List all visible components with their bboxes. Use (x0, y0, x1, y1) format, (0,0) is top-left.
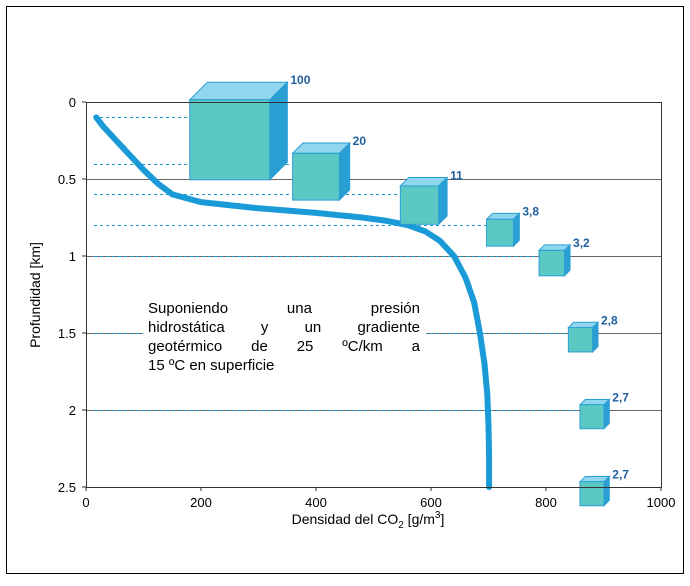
annotation-line: Suponiendo una presión (148, 300, 420, 317)
cube-volume-label: 2,7 (612, 390, 629, 404)
y-tick-label: 2 (69, 403, 76, 418)
cube-side-face (563, 243, 571, 278)
tick-layer: 0 0.5 1 1.5 2 2.5 0 200 400 600 800 1000 (58, 95, 676, 510)
volume-cube: 3,2 (537, 236, 590, 278)
x-axis-title-unit-close: ] (440, 511, 444, 527)
x-axis-title: Densidad del CO2 [g/m3] (292, 510, 445, 531)
volume-cube: 2,7 (578, 467, 629, 507)
y-tick-label: 1 (69, 249, 76, 264)
cube-front-face (486, 218, 514, 247)
cube-side-face (269, 80, 288, 182)
volume-cube: 2,8 (567, 313, 618, 354)
cube-front-face (579, 481, 605, 507)
plot-frame (86, 102, 662, 488)
volume-cube: 2,7 (578, 390, 629, 430)
cube-front-face (292, 152, 340, 201)
x-tick-label: 400 (305, 495, 327, 510)
annotation-text: Suponiendo una presión hidrostática y un… (148, 299, 420, 375)
cube-side-face (603, 398, 610, 430)
cube-side-face (592, 321, 599, 354)
outer-border (6, 6, 684, 574)
cube-front-face (189, 99, 271, 181)
volume-cube: 100 (188, 73, 311, 182)
volume-cube: 3,8 (485, 204, 539, 248)
volume-cube: 11 (399, 169, 463, 226)
x-tick-label: 0 (82, 495, 89, 510)
x-axis-title-superscript: 3 (435, 510, 441, 521)
cube-front-face (579, 404, 605, 430)
annotation-line: geotérmico de 25 ºC/km a (148, 338, 420, 355)
cube-volume-label: 2,8 (601, 313, 618, 327)
cube-volume-label: 20 (353, 134, 367, 148)
x-tick-label: 800 (535, 495, 557, 510)
y-axis-title: Profundidad [km] (27, 242, 43, 348)
cube-side-face (603, 475, 610, 507)
cube-side-face (438, 176, 448, 226)
cube-side-face (512, 212, 520, 248)
x-tick-label: 600 (420, 495, 442, 510)
x-axis-title-main: Densidad del CO (292, 511, 399, 527)
x-tick-label: 1000 (647, 495, 676, 510)
x-tick-label: 200 (190, 495, 212, 510)
cube-volume-label: 3,2 (573, 236, 590, 250)
y-tick-label: 0.5 (58, 172, 76, 187)
volume-cube: 20 (291, 134, 367, 202)
x-axis-title-subscript: 2 (398, 520, 404, 531)
cube-layer: 100 20 11 3,8 3,2 2,8 2,7 2,7 (188, 73, 629, 507)
cube-side-face (338, 141, 351, 202)
annotation-line: hidrostática y un gradiente (148, 319, 420, 336)
cube-front-face (538, 249, 565, 277)
cube-volume-label: 11 (450, 169, 463, 183)
curve-layer (93, 114, 493, 490)
y-tick-label: 2.5 (58, 480, 76, 495)
cube-front-face (399, 185, 440, 225)
y-tick-label: 1.5 (58, 326, 76, 341)
density-curve (93, 114, 493, 490)
cube-volume-label: 100 (290, 73, 310, 87)
annotation-line: 15 ºC en superficie (148, 357, 275, 374)
annotation-background (143, 294, 426, 400)
cube-front-face (567, 327, 594, 353)
y-tick-label: 0 (69, 95, 76, 110)
x-axis-title-unit: [g/m (404, 511, 435, 527)
cube-volume-label: 2,7 (612, 467, 629, 481)
cube-volume-label: 3,8 (522, 204, 539, 218)
